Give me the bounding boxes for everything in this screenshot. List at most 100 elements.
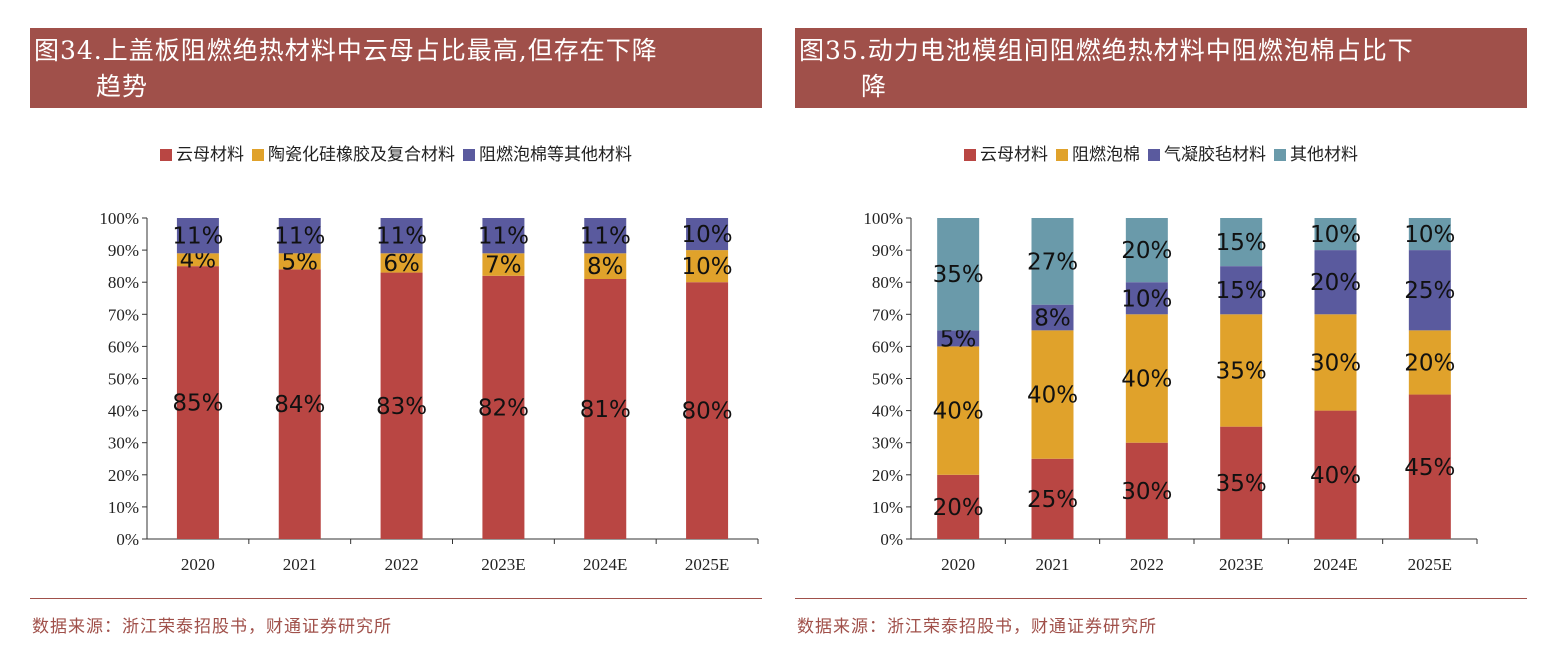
legend-item: 陶瓷化硅橡胶及复合材料 — [252, 140, 455, 165]
legend-label: 云母材料 — [980, 145, 1048, 165]
y-tick-label: 40% — [108, 402, 139, 421]
legend-item: 云母材料 — [160, 140, 244, 165]
data-label: 25% — [1404, 278, 1455, 304]
x-tick-label: 2021 — [1036, 555, 1070, 574]
bar-segment — [1125, 442, 1168, 539]
data-label: 30% — [1310, 350, 1361, 376]
legend-label: 气凝胶毡材料 — [1164, 145, 1266, 165]
bar-segment — [278, 218, 321, 254]
data-label: 84% — [274, 392, 325, 418]
y-tick-label: 0% — [116, 530, 139, 549]
bar-segment — [1031, 304, 1074, 331]
data-label: 6% — [383, 251, 420, 277]
bar-segment — [482, 253, 525, 276]
x-tick-label: 2022 — [385, 555, 419, 574]
y-tick-label: 30% — [108, 434, 139, 453]
x-tick-label: 2024E — [583, 555, 627, 574]
bar-segment — [380, 272, 423, 539]
data-label: 27% — [1027, 249, 1078, 275]
data-label: 10% — [682, 254, 733, 280]
data-label: 40% — [1310, 463, 1361, 489]
bar-segment — [584, 253, 627, 279]
bar-segment — [482, 275, 525, 539]
chart-title-bar: 图34.上盖板阻燃绝热材料中云母占比最高,但存在下降 趋势 — [30, 28, 762, 108]
x-tick-label: 2020 — [941, 555, 975, 574]
data-label: 5% — [282, 249, 319, 275]
y-tick-label: 20% — [872, 466, 903, 485]
data-label: 11% — [478, 224, 529, 250]
x-tick-label: 2023E — [481, 555, 525, 574]
legend-item: 其他材料 — [1274, 140, 1358, 165]
data-label: 40% — [1027, 383, 1078, 409]
y-tick-label: 80% — [108, 273, 139, 292]
y-tick-label: 80% — [872, 273, 903, 292]
data-label: 11% — [172, 224, 223, 250]
bar-segment — [937, 474, 980, 539]
legend-label: 陶瓷化硅橡胶及复合材料 — [268, 145, 455, 165]
data-label: 25% — [1027, 487, 1078, 513]
bar-segment — [176, 218, 219, 254]
bar-segment — [1314, 250, 1357, 315]
bar-segment — [937, 330, 980, 347]
bar-segment — [380, 253, 423, 273]
legend-label: 其他材料 — [1290, 145, 1358, 165]
bar-segment — [1408, 250, 1451, 331]
data-label: 15% — [1216, 230, 1267, 256]
data-label: 20% — [1121, 238, 1172, 264]
data-label: 35% — [1216, 358, 1267, 384]
legend-label: 云母材料 — [176, 145, 244, 165]
legend-swatch — [160, 149, 172, 161]
bar-segment — [1220, 314, 1263, 427]
bar-segment — [937, 346, 980, 475]
data-label: 81% — [580, 397, 631, 423]
chart-legend: 云母材料 陶瓷化硅橡胶及复合材料 阻燃泡棉等其他材料 — [30, 140, 762, 165]
bar-segment — [686, 250, 729, 283]
data-label: 82% — [478, 395, 529, 421]
legend-label: 阻燃泡棉等其他材料 — [479, 145, 632, 165]
bar-segment — [1220, 266, 1263, 315]
data-label: 30% — [1121, 479, 1172, 505]
bar-segment — [937, 218, 980, 331]
bar-segment — [278, 253, 321, 270]
y-tick-label: 50% — [108, 370, 139, 389]
bar-segment — [1408, 330, 1451, 395]
data-label: 40% — [1121, 367, 1172, 393]
bar-segment — [1314, 410, 1357, 539]
bar-segment — [1314, 218, 1357, 251]
bar-segment — [1125, 282, 1168, 315]
bar-segment — [1125, 218, 1168, 283]
chart-legend: 云母材料 阻燃泡棉 气凝胶毡材料 其他材料 — [795, 140, 1527, 165]
y-tick-label: 60% — [872, 337, 903, 356]
y-tick-label: 40% — [872, 402, 903, 421]
y-tick-label: 70% — [872, 305, 903, 324]
data-label: 20% — [933, 495, 984, 521]
data-label: 11% — [580, 224, 631, 250]
source-note: 数据来源：浙江荣泰招股书，财通证券研究所 — [32, 617, 392, 637]
data-label: 20% — [1310, 270, 1361, 296]
data-label: 40% — [933, 399, 984, 425]
chart-title-line2: 趋势 — [96, 72, 149, 101]
data-label: 20% — [1404, 350, 1455, 376]
data-label: 11% — [274, 224, 325, 250]
legend-swatch — [463, 149, 475, 161]
data-label: 15% — [1216, 278, 1267, 304]
data-label: 83% — [376, 394, 427, 420]
y-tick-label: 50% — [872, 370, 903, 389]
legend-swatch — [1274, 149, 1286, 161]
chart-panel-left: 图34.上盖板阻燃绝热材料中云母占比最高,但存在下降 趋势 云母材料 陶瓷化硅橡胶… — [30, 0, 762, 655]
y-tick-label: 10% — [872, 498, 903, 517]
legend-swatch — [964, 149, 976, 161]
bar-segment — [686, 218, 729, 251]
y-tick-label: 90% — [872, 241, 903, 260]
y-tick-label: 20% — [108, 466, 139, 485]
chart-title-bar: 图35.动力电池模组间阻燃绝热材料中阻燃泡棉占比下 降 — [795, 28, 1527, 108]
y-tick-label: 60% — [108, 337, 139, 356]
chart-panel-right: 图35.动力电池模组间阻燃绝热材料中阻燃泡棉占比下 降 云母材料 阻燃泡棉 气凝胶毡… — [795, 0, 1527, 655]
x-tick-label: 2024E — [1313, 555, 1357, 574]
legend-item: 阻燃泡棉 — [1056, 140, 1140, 165]
bar-segment — [176, 253, 219, 267]
y-tick-label: 10% — [108, 498, 139, 517]
bar-segment — [1031, 458, 1074, 539]
data-label: 35% — [933, 262, 984, 288]
bar-segment — [1031, 330, 1074, 459]
